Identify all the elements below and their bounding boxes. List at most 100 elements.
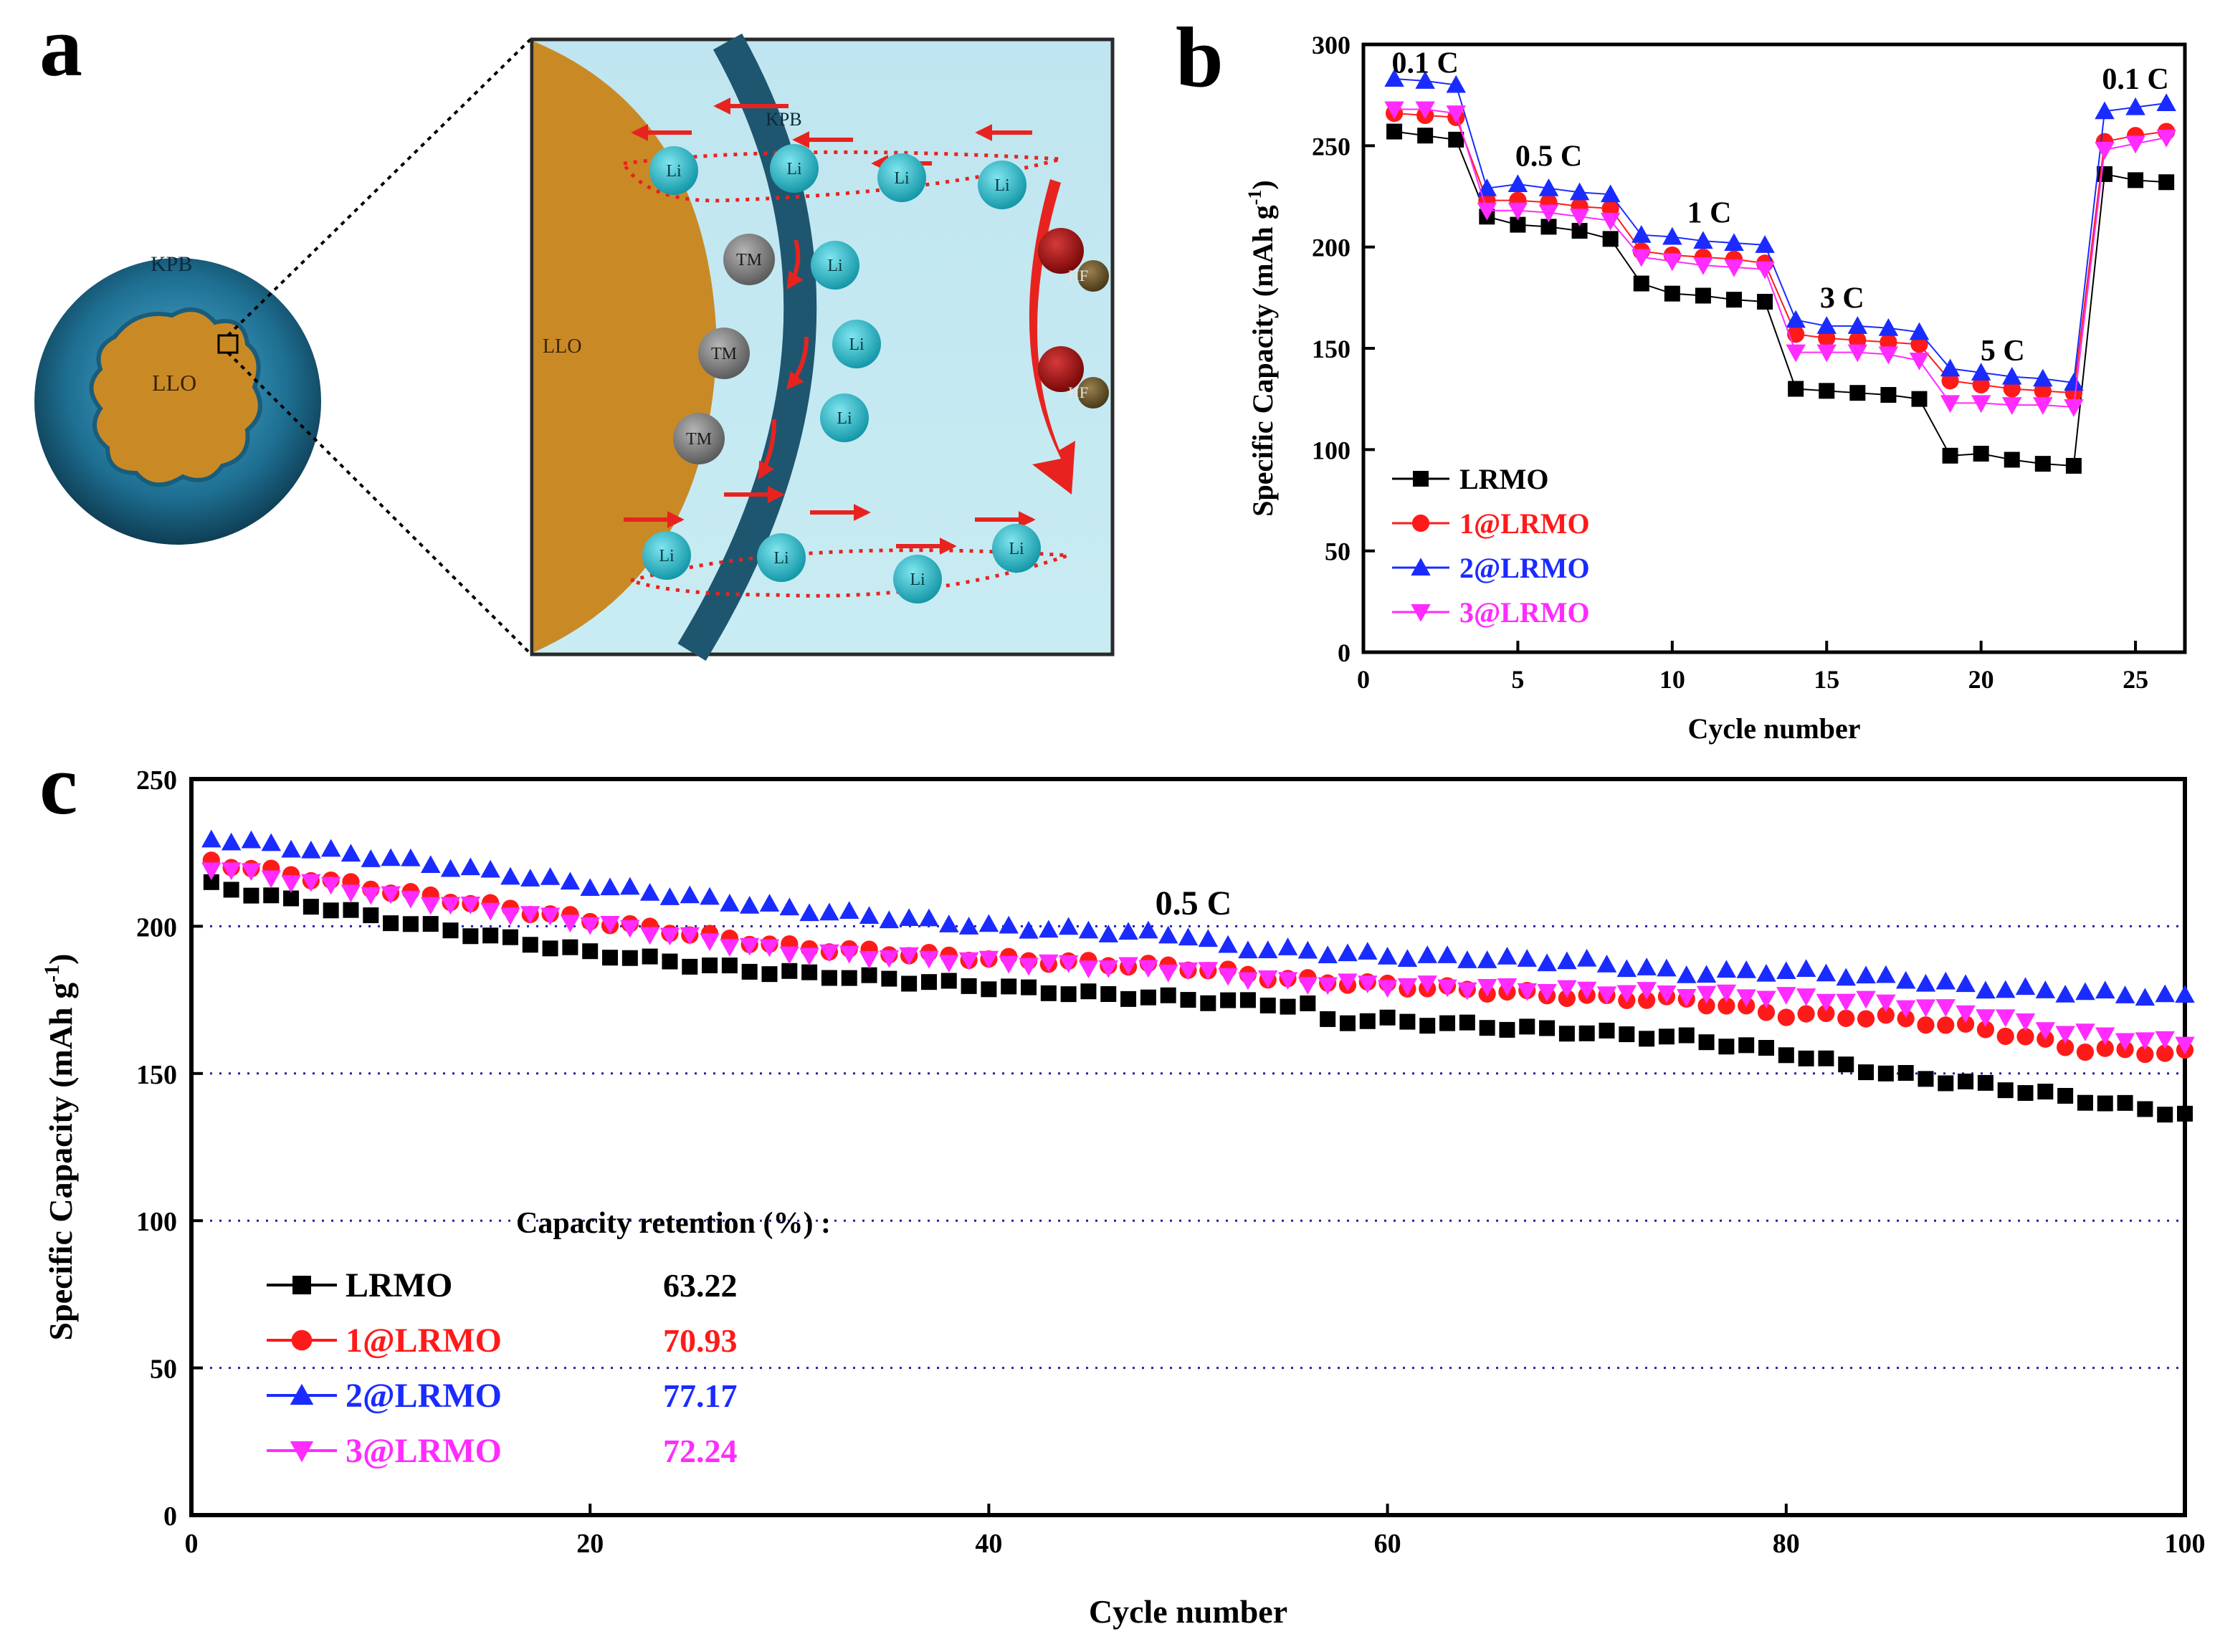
- data-point-LRMO: [821, 970, 837, 986]
- data-point-2@LRMO: [1039, 920, 1059, 938]
- zoom-shell-label: KPB: [766, 109, 802, 130]
- svg-text:Li: Li: [666, 162, 682, 181]
- li-ions: Li Li Li Li Li Li Li Li Li Li Li: [642, 144, 1041, 603]
- data-point-LRMO: [1040, 985, 1057, 1001]
- data-point-3@LRMO: [1915, 999, 1936, 1018]
- data-point-LRMO: [1938, 1075, 1954, 1092]
- data-point-3@LRMO: [1971, 395, 1991, 414]
- data-point-2@LRMO: [440, 859, 461, 877]
- data-point-3@LRMO: [361, 887, 381, 905]
- data-point-2@LRMO: [401, 848, 421, 866]
- data-point-3@LRMO: [1437, 979, 1457, 998]
- data-point-3@LRMO: [2175, 1036, 2195, 1055]
- data-point-3@LRMO: [340, 884, 361, 903]
- data-point-LRMO: [1571, 223, 1588, 239]
- data-point-2@LRMO: [1277, 937, 1298, 955]
- data-point-LRMO: [1359, 1013, 1376, 1029]
- data-point-2@LRMO: [241, 830, 262, 849]
- data-point-3@LRMO: [1218, 968, 1238, 986]
- data-point-1@LRMO: [1757, 1003, 1776, 1021]
- data-point-2@LRMO: [1417, 945, 1437, 963]
- series-line-1@LRMO: [1394, 113, 2167, 394]
- data-point-2@LRMO: [1358, 942, 1378, 960]
- y-tick-label: 300: [1312, 31, 1351, 59]
- schematic-panel: KPB LLO LLO KPB: [34, 33, 1115, 661]
- data-point-3@LRMO: [799, 947, 819, 966]
- data-point-3@LRMO: [281, 875, 301, 893]
- data-point-3@LRMO: [1417, 975, 1437, 993]
- data-point-LRMO: [323, 902, 339, 919]
- data-point-LRMO: [1818, 1050, 1834, 1066]
- data-point-3@LRMO: [600, 915, 620, 934]
- data-point-2@LRMO: [221, 832, 242, 851]
- data-point-2@LRMO: [2075, 982, 2095, 1001]
- data-point-LRMO: [1838, 1056, 1854, 1073]
- data-point-3@LRMO: [1696, 985, 1717, 1004]
- y-tick-label: 150: [1312, 335, 1351, 363]
- data-point-2@LRMO: [1724, 233, 1744, 252]
- li-ion: Li: [642, 531, 691, 580]
- data-point-LRMO: [522, 937, 538, 953]
- data-point-1@LRMO: [1917, 1016, 1935, 1034]
- data-point-2@LRMO: [1956, 974, 1976, 993]
- data-point-LRMO: [1160, 987, 1176, 1003]
- data-point-3@LRMO: [700, 933, 720, 952]
- data-point-3@LRMO: [1878, 346, 1899, 365]
- data-point-LRMO: [263, 887, 280, 904]
- data-point-2@LRMO: [1909, 322, 1930, 340]
- data-point-3@LRMO: [580, 917, 600, 935]
- x-tick-label: 40: [975, 1529, 1002, 1559]
- y-tick-label: 100: [1312, 436, 1351, 464]
- data-point-2@LRMO: [1538, 178, 1559, 196]
- y-axis-title: Specific Capacity (mAh g-1): [1244, 180, 1279, 516]
- svg-text:Li: Li: [894, 169, 910, 188]
- data-point-2@LRMO: [2064, 373, 2084, 391]
- data-point-3@LRMO: [1596, 986, 1617, 1005]
- sphere-core-label: LLO: [152, 370, 196, 396]
- y-tick-label: 100: [136, 1207, 177, 1237]
- y-tick-label: 200: [1312, 234, 1351, 262]
- data-point-2@LRMO: [2055, 984, 2075, 1003]
- svg-text:Li: Li: [773, 549, 789, 568]
- y-tick-label: 250: [1312, 132, 1351, 161]
- svg-text:TM: TM: [736, 251, 762, 269]
- data-point-LRMO: [402, 916, 419, 932]
- data-point-3@LRMO: [2095, 141, 2115, 160]
- rate-label: 0.1 C: [1391, 47, 1458, 80]
- data-point-2@LRMO: [520, 869, 540, 887]
- data-point-2@LRMO: [1058, 917, 1079, 935]
- rate-label: 1 C: [1687, 197, 1732, 230]
- y-axis-title: Specific Capacity (mAh g-1): [40, 954, 79, 1341]
- data-point-2@LRMO: [1118, 922, 1138, 940]
- y-axis-title-close: ): [42, 954, 79, 965]
- rate-label: 0.5 C: [1156, 884, 1232, 922]
- data-point-1@LRMO: [1787, 325, 1805, 343]
- data-point-2@LRMO: [600, 877, 620, 896]
- data-point-2@LRMO: [1876, 965, 1896, 983]
- data-point-3@LRMO: [1796, 988, 1816, 1006]
- data-point-LRMO: [422, 916, 439, 932]
- data-point-LRMO: [2157, 1107, 2173, 1123]
- x-tick-label: 100: [2165, 1529, 2206, 1559]
- data-point-LRMO: [303, 899, 319, 915]
- data-point-1@LRMO: [2136, 1045, 2154, 1064]
- data-point-LRMO: [1738, 1037, 1755, 1054]
- data-point-LRMO: [1698, 1034, 1715, 1051]
- rate-label: 5 C: [1981, 335, 2025, 368]
- data-point-2@LRMO: [899, 908, 919, 927]
- data-point-LRMO: [1658, 1028, 1675, 1045]
- data-point-3@LRMO: [1078, 960, 1099, 978]
- x-tick-label: 5: [1511, 665, 1524, 694]
- data-point-2@LRMO: [1138, 920, 1158, 939]
- data-point-LRMO: [1798, 1050, 1814, 1066]
- data-point-LRMO: [582, 943, 599, 960]
- data-point-3@LRMO: [2064, 398, 2084, 417]
- data-point-3@LRMO: [1019, 958, 1039, 976]
- data-point-3@LRMO: [1517, 983, 1538, 1001]
- data-point-LRMO: [682, 958, 698, 975]
- data-point-2@LRMO: [1878, 317, 1899, 336]
- data-point-2@LRMO: [1437, 945, 1457, 963]
- data-point-LRMO: [841, 970, 857, 986]
- data-point-3@LRMO: [1856, 990, 1876, 1009]
- x-tick-label: 0: [1357, 665, 1370, 694]
